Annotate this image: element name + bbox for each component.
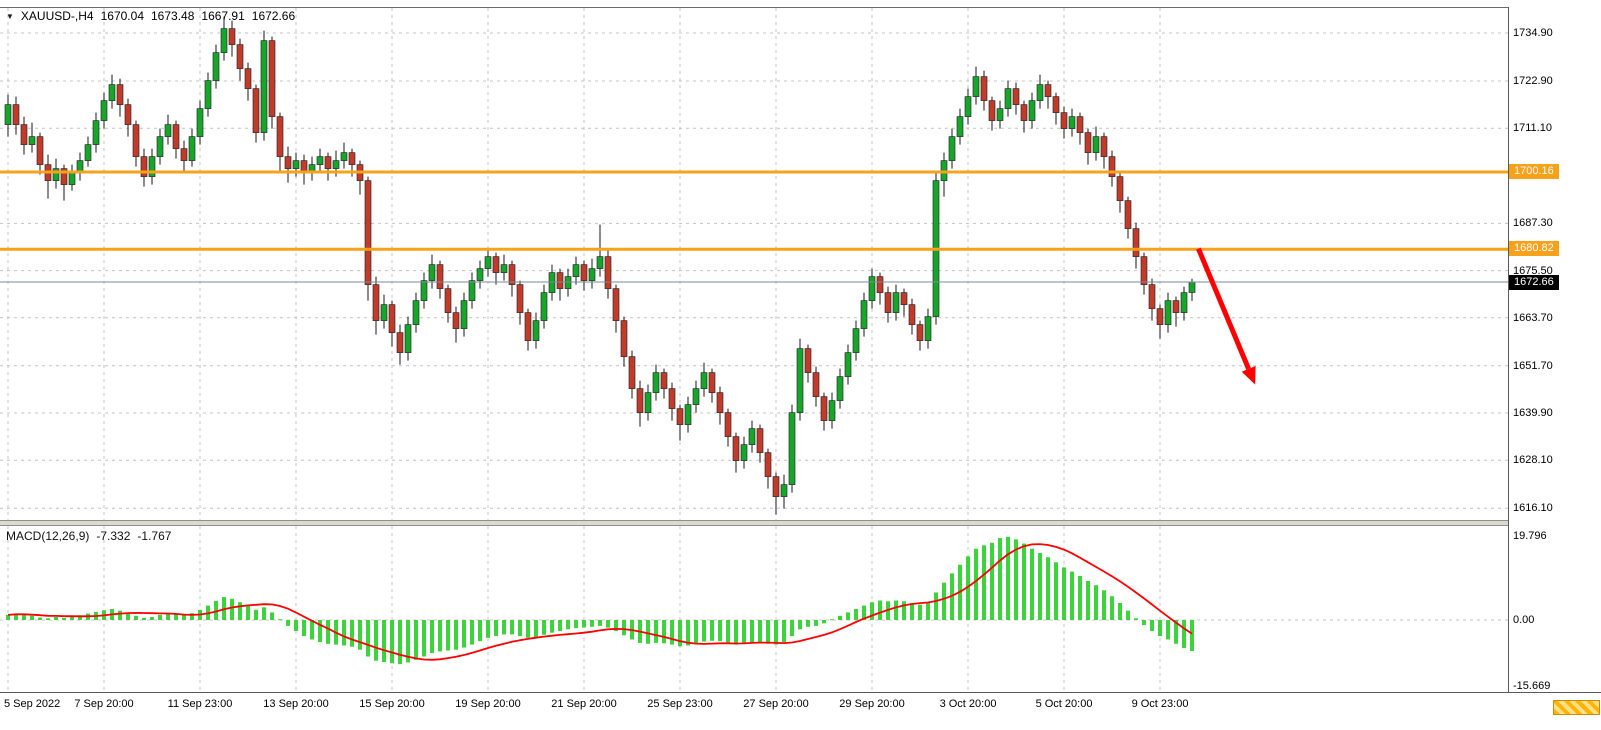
symbol-ohlc-bar: ▼ XAUUSD-,H4 1670.04 1673.48 1667.91 167… bbox=[6, 9, 295, 23]
candles bbox=[4, 16, 1196, 515]
macd-axis-label: 19.796 bbox=[1513, 530, 1547, 542]
macd-signal-value: -1.767 bbox=[137, 529, 172, 543]
time-axis-label: 29 Sep 20:00 bbox=[839, 698, 905, 710]
time-axis-label: 15 Sep 20:00 bbox=[359, 698, 425, 710]
ohlc-close: 1672.66 bbox=[251, 9, 296, 23]
horizontal-scrollbar-thumb[interactable] bbox=[1553, 700, 1600, 715]
time-axis-label: 3 Oct 20:00 bbox=[939, 698, 997, 710]
time-axis-label: 27 Sep 20:00 bbox=[743, 698, 809, 710]
price-axis-label: 1675.50 bbox=[1513, 264, 1553, 277]
price-axis-label: 1711.10 bbox=[1513, 122, 1552, 135]
macd-main-value: -7.332 bbox=[96, 529, 131, 543]
macd-indicator-plot[interactable] bbox=[0, 526, 1508, 692]
ohlc-low: 1667.91 bbox=[201, 9, 245, 23]
trend-arrow-annotation[interactable] bbox=[1196, 247, 1256, 385]
ohlc-high: 1673.48 bbox=[151, 9, 195, 23]
price-axis-label: 1734.90 bbox=[1513, 27, 1553, 39]
time-axis-label: 7 Sep 20:00 bbox=[74, 698, 134, 710]
level-price-badge: 1680.82 bbox=[1509, 241, 1559, 257]
time-axis-label: 5 Oct 20:00 bbox=[1035, 698, 1093, 710]
time-axis-label: 5 Sep 2022 bbox=[4, 698, 61, 710]
time-axis-label: 13 Sep 20:00 bbox=[263, 698, 329, 710]
symbol-label: XAUUSD-,H4 bbox=[20, 9, 94, 23]
price-chart-plot[interactable] bbox=[0, 0, 1508, 520]
macd-indicator-label: MACD(12,26,9) -7.332 -1.767 bbox=[6, 529, 171, 543]
chart-top-frame bbox=[0, 7, 1601, 8]
price-axis-label: 1663.70 bbox=[1513, 311, 1553, 324]
symbol-dropdown-icon[interactable]: ▼ bbox=[6, 11, 14, 21]
time-axis-label: 11 Sep 23:00 bbox=[167, 698, 233, 710]
macd-axis-label: 0.00 bbox=[1513, 614, 1535, 626]
price-axis-label: 1616.10 bbox=[1513, 502, 1553, 515]
macd-histogram bbox=[6, 536, 1194, 665]
last-price-badge: 1672.66 bbox=[1509, 274, 1559, 290]
price-axis-label: 1687.30 bbox=[1513, 217, 1553, 230]
time-axis-label: 9 Oct 23:00 bbox=[1131, 698, 1189, 710]
price-axis-label: 1639.90 bbox=[1513, 407, 1553, 419]
macd-signal-line bbox=[7, 543, 1193, 661]
time-axis-label: 21 Sep 20:00 bbox=[551, 698, 617, 710]
price-axis-label: 1722.90 bbox=[1513, 75, 1553, 87]
macd-axis-label: -15.669 bbox=[1513, 680, 1551, 693]
time-axis[interactable]: 5 Sep 2022 7 Sep 20:00 11 Sep 23:00 13 Sep … bbox=[0, 692, 1601, 730]
ohlc-open: 1670.04 bbox=[100, 9, 144, 23]
panel-separator[interactable] bbox=[0, 520, 1601, 526]
time-axis-label: 25 Sep 23:00 bbox=[647, 698, 713, 710]
price-axis-label: 1651.70 bbox=[1513, 359, 1553, 372]
time-axis-label: 19 Sep 20:00 bbox=[455, 698, 521, 710]
level-price-badge: 1700.16 bbox=[1509, 163, 1559, 179]
macd-name: MACD(12,26,9) bbox=[6, 529, 90, 543]
price-axis-label: 1628.10 bbox=[1513, 454, 1553, 467]
price-axis[interactable]: 1734.90 1722.90 1711.10 1687.30 1675.50 1663.… bbox=[1508, 7, 1601, 692]
